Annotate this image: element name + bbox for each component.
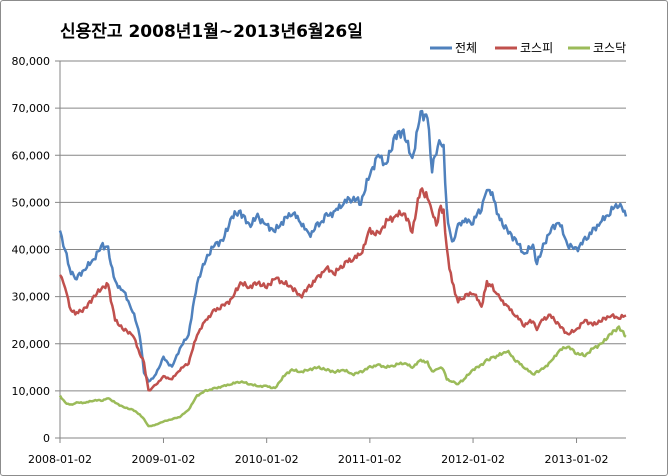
y-tick-label: 30,000 xyxy=(12,291,51,304)
y-tick-label: 40,000 xyxy=(12,244,51,257)
legend-label: 코스피 xyxy=(520,41,553,55)
y-tick-label: 20,000 xyxy=(12,338,51,351)
legend-label: 코스닥 xyxy=(593,41,626,55)
y-axis-ticks: 0 10,000 20,000 30,000 40,000 50,000 60,000 70,… xyxy=(12,55,60,445)
series-line-2 xyxy=(58,325,627,428)
legend: 전체 코스피 코스닥 xyxy=(430,41,626,55)
x-tick-label: 2012-01-02 xyxy=(441,453,505,466)
chart-title: 신용잔고 2008년1월~2013년6월26일 xyxy=(60,22,363,42)
y-tick-label: 0 xyxy=(43,432,50,445)
plot-series xyxy=(58,109,628,428)
x-tick-label: 2011-01-02 xyxy=(338,453,402,466)
x-tick-label: 2010-01-02 xyxy=(235,453,299,466)
y-tick-label: 80,000 xyxy=(12,55,51,68)
x-tick-label: 2009-01-02 xyxy=(132,453,196,466)
legend-label: 전체 xyxy=(455,41,477,55)
y-tick-label: 10,000 xyxy=(12,385,51,398)
x-tick-label: 2008-01-02 xyxy=(28,453,92,466)
series-line-0 xyxy=(58,109,628,383)
x-tick-label: 2013-01-02 xyxy=(545,453,609,466)
y-tick-label: 70,000 xyxy=(12,102,51,115)
series-line-1 xyxy=(58,187,627,392)
x-axis-ticks: 2008-01-02 2009-01-02 2010-01-02 2011-01-02… xyxy=(28,438,608,466)
y-tick-label: 60,000 xyxy=(12,149,51,162)
y-tick-label: 50,000 xyxy=(12,196,51,209)
